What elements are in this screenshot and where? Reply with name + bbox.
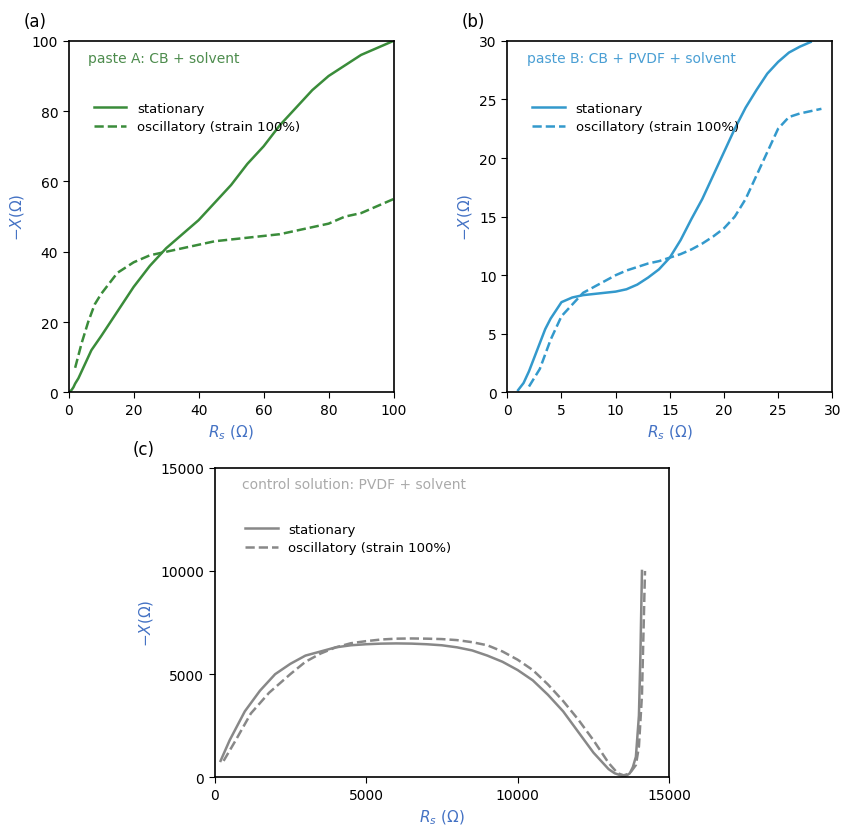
Text: (a): (a): [23, 13, 46, 31]
Legend: stationary, oscillatory (strain 100%): stationary, oscillatory (strain 100%): [88, 98, 305, 140]
Text: control solution: PVDF + solvent: control solution: PVDF + solvent: [242, 477, 466, 492]
X-axis label: $R_s\ (\Omega)$: $R_s\ (\Omega)$: [419, 808, 465, 826]
Y-axis label: $-X(\Omega)$: $-X(\Omega)$: [136, 599, 154, 646]
Text: (b): (b): [462, 13, 485, 31]
Text: paste A: CB + solvent: paste A: CB + solvent: [88, 53, 239, 66]
X-axis label: $R_s\ (\Omega)$: $R_s\ (\Omega)$: [208, 423, 254, 441]
Text: (c): (c): [133, 441, 154, 459]
X-axis label: $R_s\ (\Omega)$: $R_s\ (\Omega)$: [647, 423, 692, 441]
Y-axis label: $-X(\Omega)$: $-X(\Omega)$: [9, 194, 27, 241]
Y-axis label: $-X(\Omega)$: $-X(\Omega)$: [456, 194, 474, 241]
Legend: stationary, oscillatory (strain 100%): stationary, oscillatory (strain 100%): [239, 518, 456, 560]
Text: paste B: CB + PVDF + solvent: paste B: CB + PVDF + solvent: [527, 53, 735, 66]
Legend: stationary, oscillatory (strain 100%): stationary, oscillatory (strain 100%): [527, 98, 744, 140]
